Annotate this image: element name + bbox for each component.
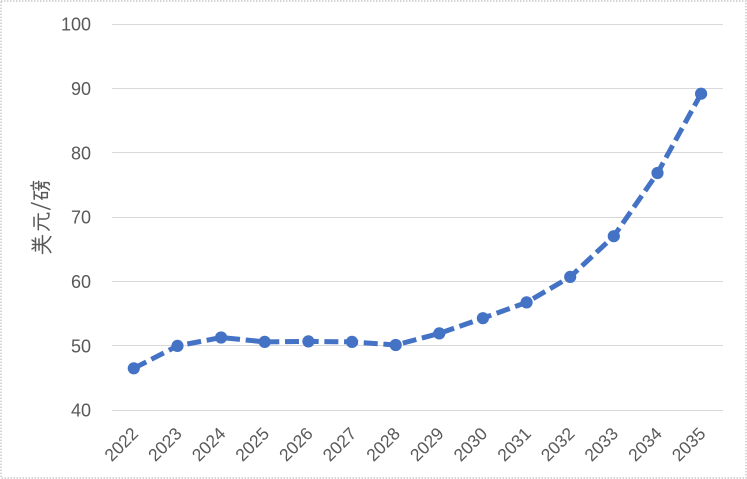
svg-text:100: 100: [61, 15, 91, 35]
svg-text:50: 50: [71, 336, 91, 356]
svg-text:70: 70: [71, 208, 91, 228]
svg-text:60: 60: [71, 272, 91, 292]
svg-text:90: 90: [71, 79, 91, 99]
svg-text:40: 40: [71, 401, 91, 421]
svg-text:80: 80: [71, 143, 91, 163]
